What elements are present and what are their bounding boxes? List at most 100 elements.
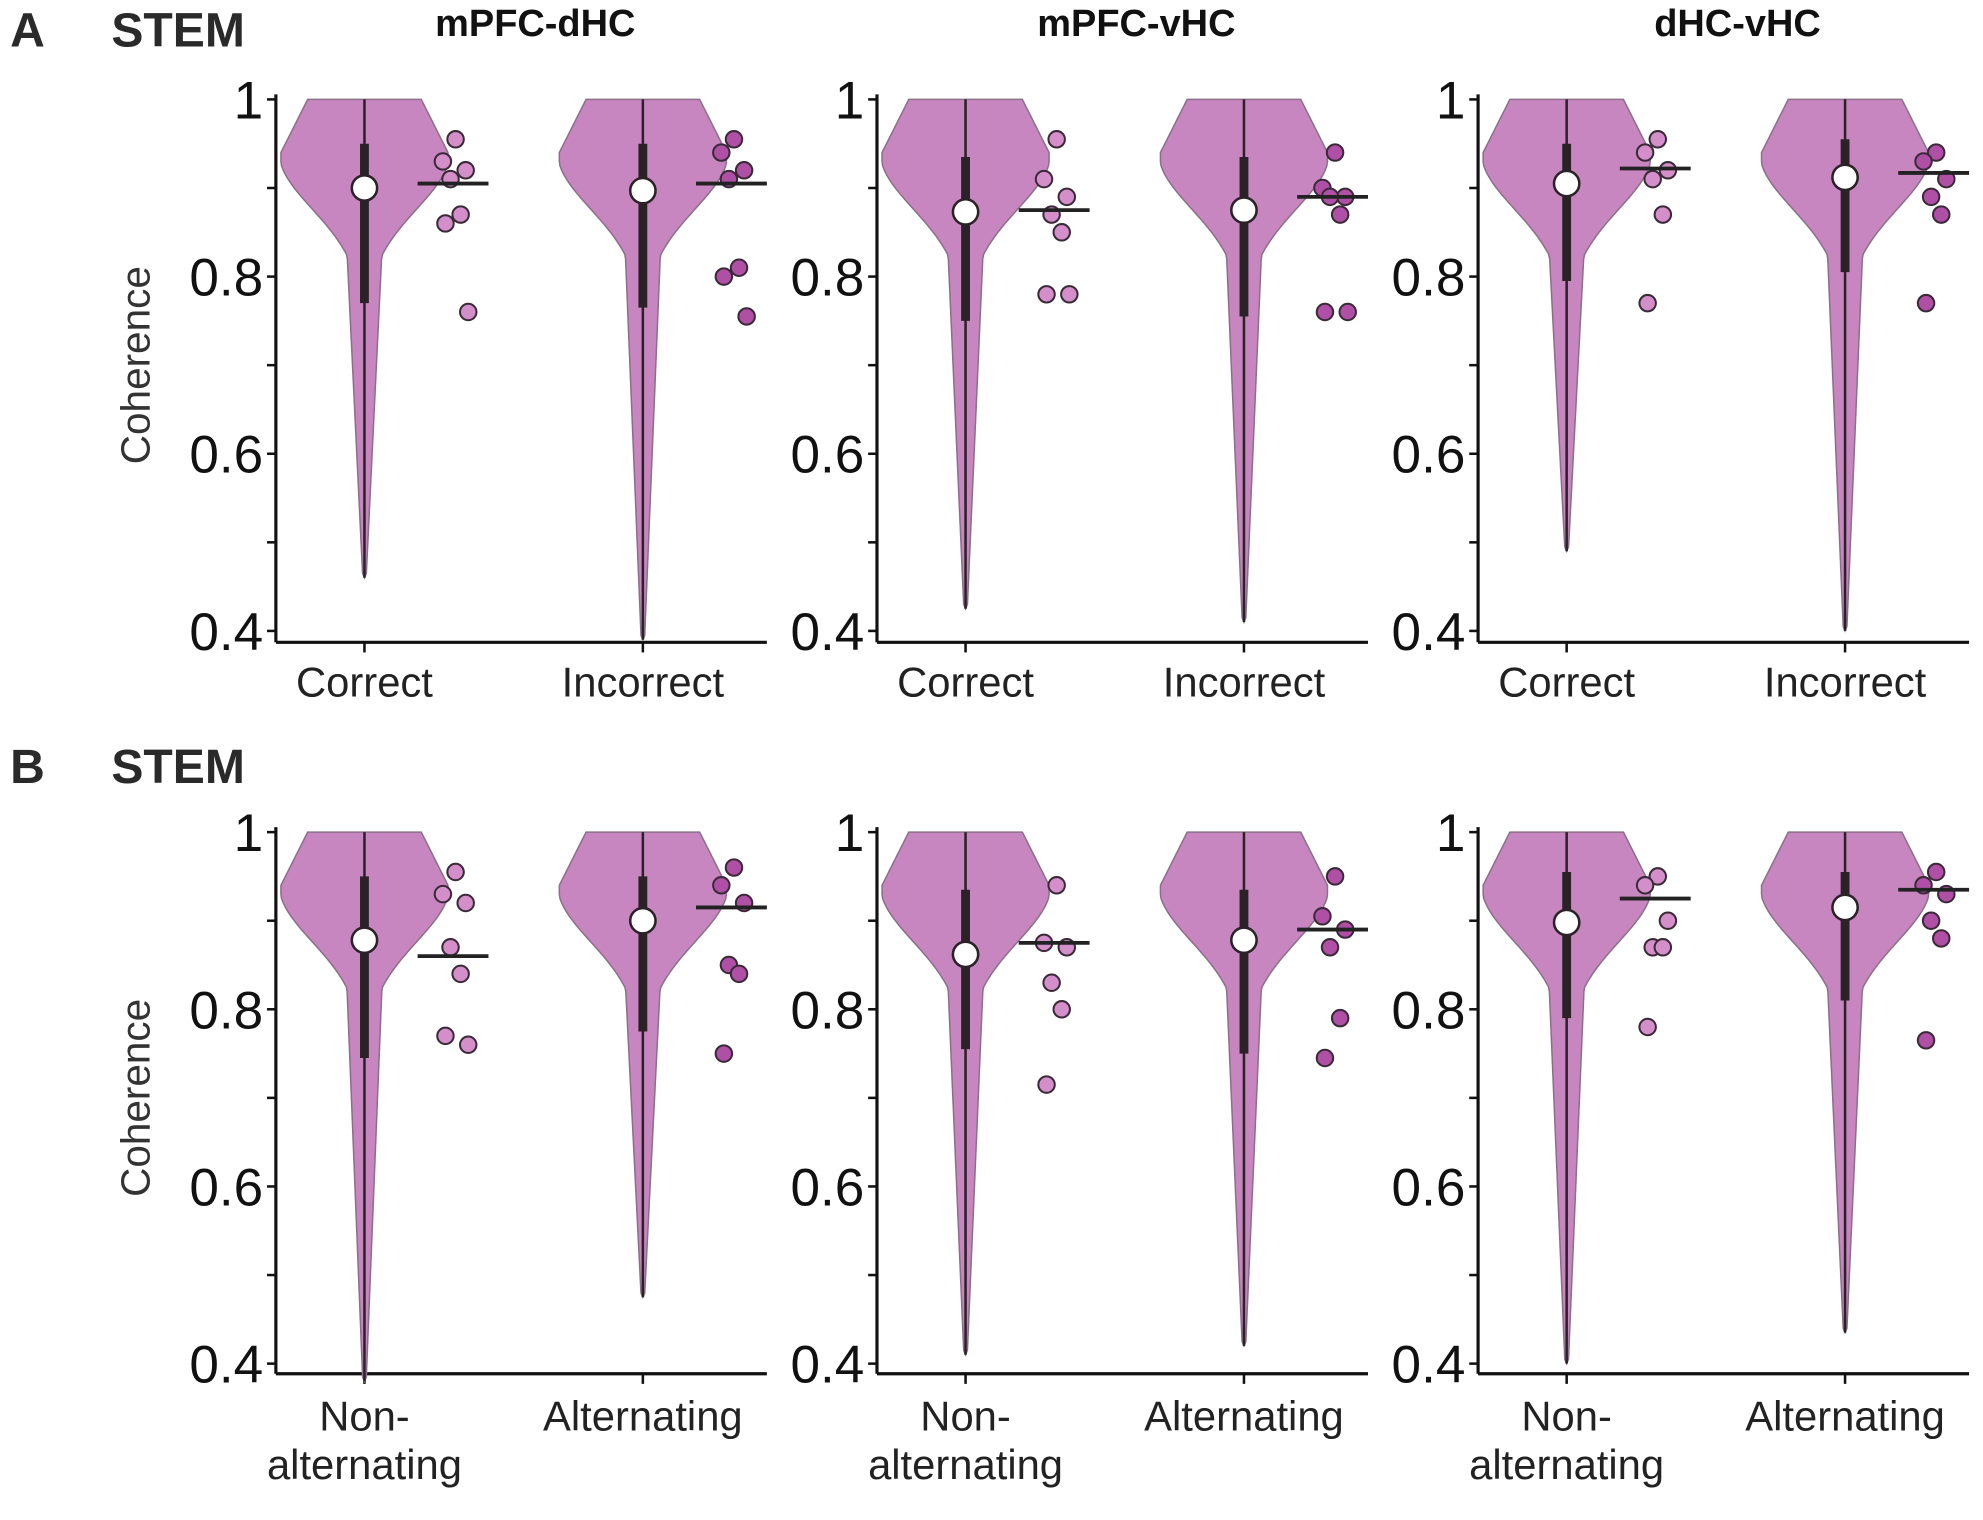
panel-letter-a: A xyxy=(10,3,45,57)
x-category-label: Correct xyxy=(1498,659,1635,706)
x-category-label: Incorrect xyxy=(562,659,725,706)
data-point xyxy=(1926,862,1946,882)
data-point xyxy=(446,862,465,882)
data-point xyxy=(1052,223,1071,242)
x-category-label: alternating xyxy=(1469,1441,1664,1488)
data-point xyxy=(734,161,754,180)
median-marker xyxy=(951,940,980,969)
y-tick-label: 0.6 xyxy=(790,1158,864,1217)
median-marker xyxy=(1552,908,1581,937)
data-point xyxy=(1315,1048,1335,1068)
median-marker xyxy=(951,198,980,226)
panel-mpfc-dhc: mPFC-dHC 1 0.8 0.6 0.4 Coherence Correct Incorr… xyxy=(112,3,767,706)
data-point xyxy=(1037,1075,1056,1094)
panel-row1-col1: 1 0.8 0.6 0.4 Non-alternating Alternating xyxy=(790,804,1368,1488)
data-point xyxy=(1338,302,1357,322)
y-axis-label: Coherence xyxy=(112,266,158,464)
y-tick-label: 0.4 xyxy=(189,1336,263,1395)
y-tick-label: 0.6 xyxy=(189,1158,263,1217)
data-point xyxy=(1926,143,1946,162)
median-marker xyxy=(1831,893,1859,922)
x-category-label: Correct xyxy=(897,659,1034,706)
x-category-label: Alternating xyxy=(1144,1393,1344,1440)
data-point xyxy=(1648,130,1668,149)
panel-dhc-vhc: dHC-vHC 1 0.8 0.6 0.4 Correct Incorrect xyxy=(1392,3,1970,706)
data-point xyxy=(1060,285,1079,304)
data-point xyxy=(451,205,470,224)
x-category-label: Correct xyxy=(296,659,433,706)
data-point xyxy=(724,858,744,877)
data-point xyxy=(1047,130,1066,149)
median-marker xyxy=(1230,926,1258,955)
data-point xyxy=(1653,205,1673,224)
data-point xyxy=(1052,1000,1071,1019)
median-marker xyxy=(350,926,379,955)
data-point xyxy=(1635,876,1655,895)
data-point xyxy=(436,214,455,233)
x-category-label: Alternating xyxy=(1745,1393,1945,1440)
median-marker xyxy=(1230,196,1258,225)
data-point xyxy=(1937,169,1956,189)
y-tick-label: 0.6 xyxy=(189,426,263,485)
data-point xyxy=(1047,876,1066,895)
panel-row1-col0: 1 0.8 0.6 0.4 Coherence Non-alternating Altern… xyxy=(112,804,767,1488)
data-point xyxy=(1325,867,1345,886)
row-title-a: STEM xyxy=(111,3,245,57)
data-point xyxy=(436,1026,455,1046)
data-point xyxy=(1638,1017,1657,1037)
y-tick-label: 1 xyxy=(1436,71,1466,130)
y-tick-label: 0.6 xyxy=(790,426,864,485)
data-point xyxy=(1648,867,1668,886)
data-point xyxy=(1330,205,1350,224)
data-point xyxy=(1037,285,1056,304)
plots: mPFC-dHC 1 0.8 0.6 0.4 Coherence Correct Incorr… xyxy=(112,3,1970,1488)
y-tick-label: 1 xyxy=(835,71,865,130)
y-tick-label: 0.4 xyxy=(1392,603,1466,662)
x-category-label: alternating xyxy=(868,1441,1063,1488)
y-tick-label: 1 xyxy=(234,804,264,863)
data-point xyxy=(1921,187,1941,207)
y-tick-label: 0.8 xyxy=(189,249,263,308)
data-point xyxy=(1635,143,1655,162)
x-category-label: Non- xyxy=(319,1393,410,1440)
data-point xyxy=(1643,169,1662,189)
data-point xyxy=(737,307,756,326)
data-point xyxy=(729,258,749,277)
data-point xyxy=(1658,911,1678,930)
y-tick-label: 0.4 xyxy=(790,603,864,662)
panel-title: dHC-vHC xyxy=(1654,3,1821,45)
y-tick-label: 1 xyxy=(234,71,264,130)
y-tick-label: 0.4 xyxy=(1392,1336,1466,1395)
x-category-label: Non- xyxy=(1521,1393,1612,1440)
data-point xyxy=(1325,143,1345,162)
y-tick-label: 0.8 xyxy=(189,981,263,1040)
data-point xyxy=(1330,1008,1350,1028)
y-tick-label: 1 xyxy=(1436,804,1466,863)
panel-letter-b: B xyxy=(10,740,45,794)
data-point xyxy=(1916,1031,1936,1050)
y-tick-label: 0.8 xyxy=(1392,981,1466,1040)
data-point xyxy=(433,152,453,171)
x-category-label: Alternating xyxy=(543,1393,743,1440)
data-point xyxy=(1921,911,1941,930)
data-point xyxy=(1315,302,1335,322)
median-marker xyxy=(628,176,657,205)
data-point xyxy=(714,1044,734,1063)
x-category-label: alternating xyxy=(267,1441,462,1488)
data-point xyxy=(1638,293,1657,313)
y-axis-label: Coherence xyxy=(112,999,158,1197)
panel-title: mPFC-vHC xyxy=(1037,3,1235,45)
median-marker xyxy=(1552,169,1581,198)
x-category-label: Non- xyxy=(920,1393,1011,1440)
median-marker xyxy=(628,906,657,935)
median-marker xyxy=(350,174,379,202)
data-point xyxy=(1914,152,1933,171)
data-point xyxy=(458,1035,478,1054)
y-tick-label: 0.6 xyxy=(1392,1158,1466,1217)
data-point xyxy=(712,143,731,162)
data-point xyxy=(433,884,453,904)
y-tick-label: 0.8 xyxy=(790,981,864,1040)
y-tick-label: 0.8 xyxy=(1392,249,1466,308)
median-marker xyxy=(1831,163,1859,192)
data-point xyxy=(1916,293,1936,313)
